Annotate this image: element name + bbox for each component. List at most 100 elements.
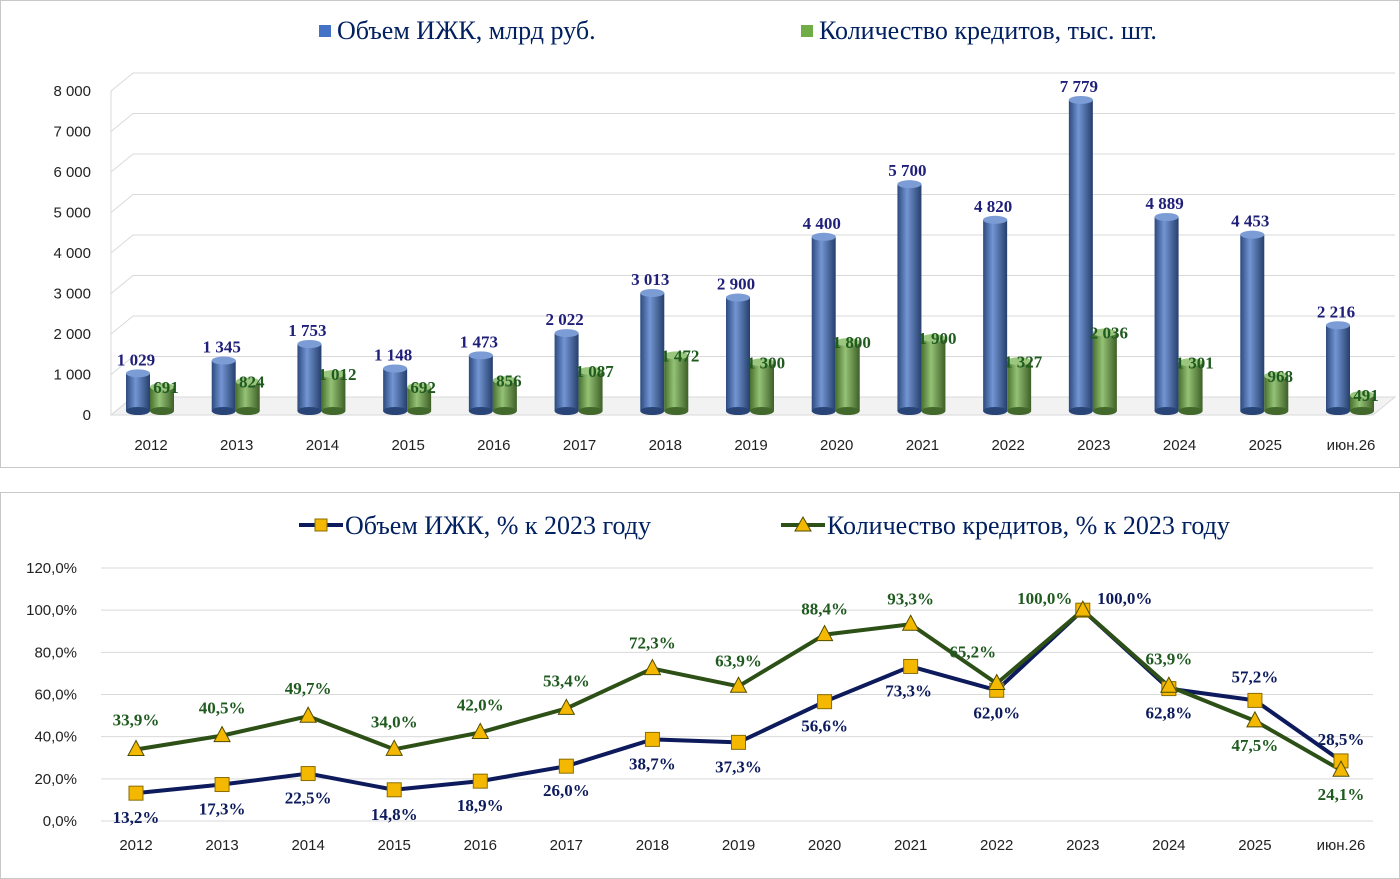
point: [472, 773, 488, 789]
point: [731, 734, 746, 750]
data-label: 53,4%: [543, 671, 590, 690]
y-tick-label: 60,0%: [34, 687, 77, 704]
data-label: 18,9%: [457, 796, 504, 815]
gridline: [110, 72, 1395, 92]
bar-top: [921, 334, 946, 343]
legend-label: Объем ИЖК, % к 2023 году: [345, 511, 651, 540]
x-tick-label: 2013: [205, 837, 238, 854]
x-tick-label: 2022: [980, 837, 1013, 854]
point: [558, 758, 574, 774]
data-label: 1 900: [918, 329, 956, 348]
legend: Объем ИЖК, млрд руб. Количество кредитов,…: [319, 16, 1157, 45]
point: [213, 725, 231, 743]
data-label: 62,8%: [1145, 704, 1192, 723]
point: [644, 731, 660, 747]
bar: [1068, 99, 1093, 411]
bar-top: [664, 351, 689, 360]
bar-base: [1264, 407, 1289, 415]
legend-label: Количество кредитов, % к 2023 году: [827, 511, 1230, 540]
x-tick-label: 2022: [991, 437, 1024, 454]
bar-top: [554, 329, 579, 338]
data-label: 1 087: [575, 362, 614, 381]
data-label: 2 216: [1317, 302, 1355, 321]
bar: [835, 342, 860, 411]
point: [385, 739, 404, 756]
line-chart: 0,0% 20,0% 40,0% 60,0% 80,0% 100,0% 120,0% Объе…: [26, 511, 1373, 854]
bar-group: 5 700 1 900: [888, 161, 957, 415]
bar: [1326, 325, 1350, 411]
legend-marker: [314, 518, 328, 532]
point: [471, 722, 490, 739]
bar: [750, 362, 774, 411]
line-chart-panel: 0,0% 20,0% 40,0% 60,0% 80,0% 100,0% 120,0% Объе…: [0, 492, 1400, 879]
data-label: 1 345: [203, 338, 241, 357]
bar: [1154, 216, 1179, 411]
legend-swatch: [319, 25, 331, 37]
bar-base: [1092, 407, 1117, 415]
x-tick-label: 2014: [306, 437, 339, 454]
x-tick-label: 2019: [722, 837, 755, 854]
bar-base: [468, 407, 493, 415]
y-tick-label: 4 000: [53, 245, 91, 262]
x-tick-label: 2018: [649, 437, 682, 454]
bar-top: [811, 232, 836, 241]
data-label: 2 900: [717, 275, 755, 294]
y-tick-label: 80,0%: [34, 644, 77, 661]
x-tick-label: июн.26: [1327, 437, 1376, 454]
y-tick-label: 100,0%: [26, 602, 77, 619]
data-label: 13,2%: [113, 808, 160, 827]
bar-group: 3 013 1 472: [631, 270, 699, 415]
x-tick-label: 2018: [636, 837, 669, 854]
bar-group: 4 453 968: [1231, 212, 1293, 415]
data-label: 491: [1353, 386, 1379, 405]
gridline: [110, 194, 1395, 213]
bar-base: [1350, 407, 1374, 415]
gridline: [110, 315, 1395, 335]
bar-group: 4 820 1 327: [974, 197, 1043, 415]
bar-base: [407, 407, 432, 415]
y-tick-label: 0: [83, 407, 91, 424]
bar-top: [1154, 212, 1179, 221]
data-label: 26,0%: [543, 781, 590, 800]
bar-top: [492, 376, 517, 385]
bar-base: [835, 407, 860, 415]
bar-base: [921, 407, 946, 415]
point: [386, 782, 402, 798]
data-label: 4 453: [1231, 212, 1269, 231]
x-tick-label: 2020: [808, 837, 841, 854]
bar: [383, 368, 408, 411]
bar-top: [835, 338, 860, 347]
data-label: 4 400: [803, 214, 841, 233]
gridline: [110, 113, 1395, 132]
bar-top: [407, 382, 432, 391]
bar: [150, 387, 174, 411]
bar: [126, 373, 150, 411]
bar-base: [811, 407, 836, 415]
bar-top: [750, 358, 774, 367]
gridline: [110, 275, 1395, 294]
data-label: 73,3%: [885, 681, 932, 700]
x-tick-label: 2017: [550, 837, 583, 854]
bar-top: [468, 351, 493, 360]
data-label: 1 029: [117, 350, 155, 369]
point: [817, 694, 833, 710]
y-tick-label: 20,0%: [34, 771, 77, 788]
data-label: 24,1%: [1318, 785, 1365, 804]
bar-group: 1 473 856: [460, 332, 522, 415]
data-label: 4 889: [1145, 194, 1183, 213]
bar: [235, 381, 260, 411]
data-label: 62,0%: [973, 703, 1020, 722]
bar-group: 1 753 1 012: [288, 321, 357, 415]
bar-base: [1240, 407, 1265, 415]
bar: [1350, 395, 1374, 411]
bar-top: [1068, 95, 1093, 104]
bar-top: [1178, 358, 1203, 367]
bar: [1240, 234, 1265, 411]
point: [815, 624, 834, 642]
y-tick-label: 8 000: [53, 83, 91, 100]
x-tick-label: 2021: [894, 837, 927, 854]
data-label: 3 013: [631, 270, 669, 289]
data-label: 1 300: [747, 353, 785, 372]
x-tick-label: 2021: [906, 437, 939, 454]
bar-top: [983, 215, 1008, 224]
